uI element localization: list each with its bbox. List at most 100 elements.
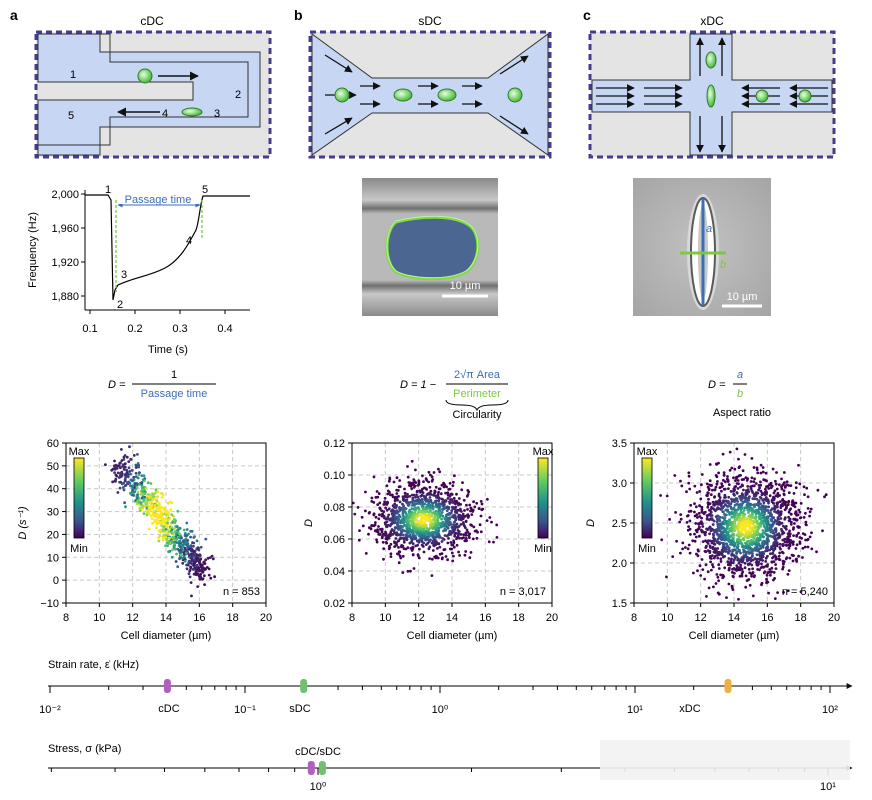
scatter-point [171,548,174,552]
scatter-point [401,571,405,574]
scatter-point [756,471,760,475]
scatter-point [774,543,778,547]
scatter-point [795,543,799,547]
cell-icon [334,87,350,103]
scatter-point [437,542,441,546]
scatter-point [746,536,750,540]
scatter-point [391,504,395,508]
scatter-point [408,501,412,504]
scatter-point [674,511,677,514]
scatter-point [719,573,722,577]
scatter-point [156,515,159,519]
marker-xdc [724,679,732,693]
scatter-point [395,488,399,492]
scatter-point [410,493,414,497]
scatter-point [742,496,746,500]
scatter-point [138,482,141,486]
scatter-point [736,532,740,535]
scatter-point [178,526,182,530]
scatter-point [761,470,765,474]
scatter-point [127,466,131,470]
strain-tick-label: 10¹ [627,704,643,716]
scatter-point [787,546,791,550]
scatter-point [689,509,693,513]
trace-xtick: 0.2 [127,323,142,335]
scatter-point [438,552,442,556]
scatter-point [424,524,428,528]
scatter-point [717,579,720,583]
scatter-point [673,474,677,477]
scatter-point [747,511,750,514]
scatter-point [737,518,741,522]
scatter-point [430,531,434,534]
scatter-point [771,551,775,555]
x-tick-label: 12 [695,612,707,624]
scatter-point [716,522,720,526]
scatter-point [434,512,438,516]
scatter-point [753,477,756,481]
scatter-point [789,512,793,516]
scatter-point [774,482,778,486]
scatter-point [382,557,385,561]
scatter-point [447,523,451,527]
scatter-point [773,510,776,513]
scatter-point [711,554,714,557]
trace-marker: 4 [186,235,192,247]
scatter-point [724,499,728,503]
scatter-point [397,561,401,565]
scatter-point [750,457,754,460]
scatter-point [429,473,432,477]
scatter-point [140,474,144,477]
scatter-point [679,513,683,516]
scatter-point [417,479,421,483]
scatter-point [141,504,145,508]
scatter-point [444,524,448,528]
x-tick-label: 16 [761,612,773,624]
scatter-point [469,506,473,510]
scatter-point [733,554,736,558]
scatter-point [695,530,699,534]
scatter-point [199,557,203,561]
scatter-point [425,516,429,520]
scatter-point [190,552,194,556]
scatter-point [382,516,386,520]
scatter-point [761,529,765,532]
x-tick-label: 20 [828,612,840,624]
scatter-point [421,545,425,548]
scatter-point [152,514,156,518]
scatter-point [411,545,415,549]
scatter-point [409,569,412,573]
scatter-point [170,513,174,516]
scatter-point [423,510,426,513]
strain-axis-label: Strain rate, ε̇ (kHz) [48,659,139,671]
scatter-point [809,507,813,511]
scatter-point [782,560,786,563]
scatter-point [742,555,746,559]
scatter-point [164,509,167,513]
scatter-point [155,522,159,526]
scatter-point [153,491,157,495]
scatter-point [777,532,781,536]
scatter-point [750,514,753,518]
scatter-point [727,504,731,507]
scatter-point [758,568,761,572]
scatter-point [201,568,205,572]
scatter-point [762,515,766,519]
scatter-point [408,533,412,537]
scatter-point [166,501,170,505]
scatter-point [744,522,747,526]
scatter-point [792,503,796,506]
scatter-point [708,508,711,512]
scatter-point [421,507,425,511]
scatter-point [486,497,489,501]
scatter-point [438,534,441,538]
scatter-point [746,546,750,550]
scatter-point [742,548,745,551]
scatter-point [157,536,161,540]
scatter-point [386,492,390,496]
scatter-point [447,537,450,540]
scatter-point [761,559,764,562]
scatter-point [720,527,724,530]
scatter-point [744,533,747,537]
y-axis-label: D [303,519,315,527]
